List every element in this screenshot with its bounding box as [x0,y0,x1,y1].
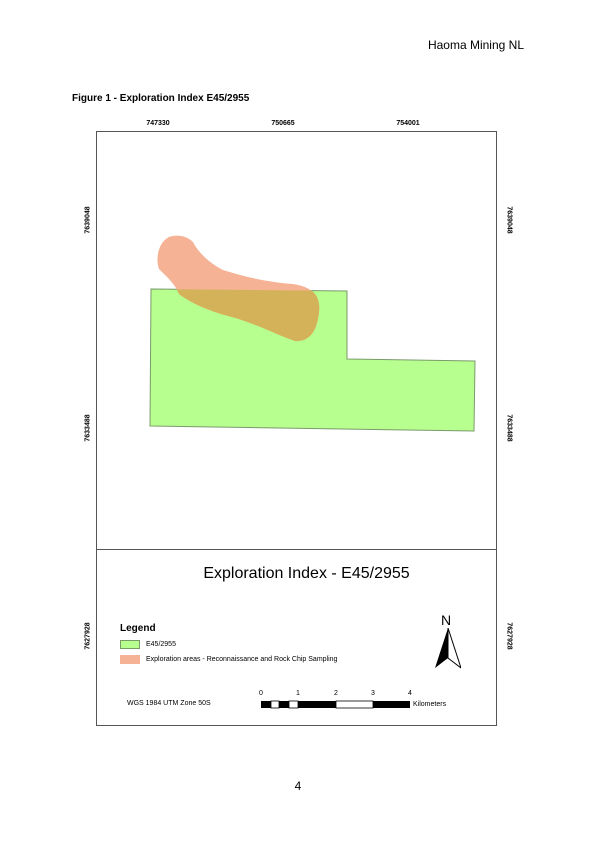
northing-label-right: 7639048 [505,206,513,234]
easting-label: 747330 [146,120,170,127]
legend-label-exploration: Exploration areas - Reconnaissance and R… [146,656,338,663]
scale-unit: Kilometers [413,701,447,708]
scale-tick-label: 3 [371,690,375,697]
figure-caption: Figure 1 - Exploration Index E45/2955 [72,93,250,104]
scale-tick-label: 2 [334,690,338,697]
scale-tick-label: 4 [408,690,412,697]
header-company: Haoma Mining NL [427,38,524,52]
scale-tick-label: 1 [296,690,300,697]
layout-panel [97,549,496,726]
crs-label: WGS 1984 UTM Zone 50S [127,700,211,707]
north-letter: N [441,612,452,628]
exploration-overlap [157,289,320,342]
easting-label: 754001 [396,120,420,127]
map-canvas [149,235,476,432]
northing-label-right: 7627928 [505,622,513,650]
tenement-e45-2955 [149,288,476,432]
legend-swatch-exploration [120,655,140,664]
legend-label-tenement: E45/2955 [146,641,176,648]
map-title: Exploration Index - E45/2955 [203,565,410,582]
legend-swatch-tenement [120,640,140,649]
scale-bar [261,700,410,709]
northing-label-left: 7633488 [84,414,92,442]
north-arrow-icon [435,628,461,669]
northing-label-right: 7633488 [505,414,513,442]
map-frame [96,131,497,726]
legend-title: Legend [120,623,156,634]
northing-label-left: 7627928 [84,622,92,650]
page-number: 4 [294,779,302,793]
map-area [97,132,496,548]
easting-label: 750665 [271,120,295,127]
northing-label-left: 7639048 [84,206,92,234]
scale-tick-label: 0 [259,690,263,697]
